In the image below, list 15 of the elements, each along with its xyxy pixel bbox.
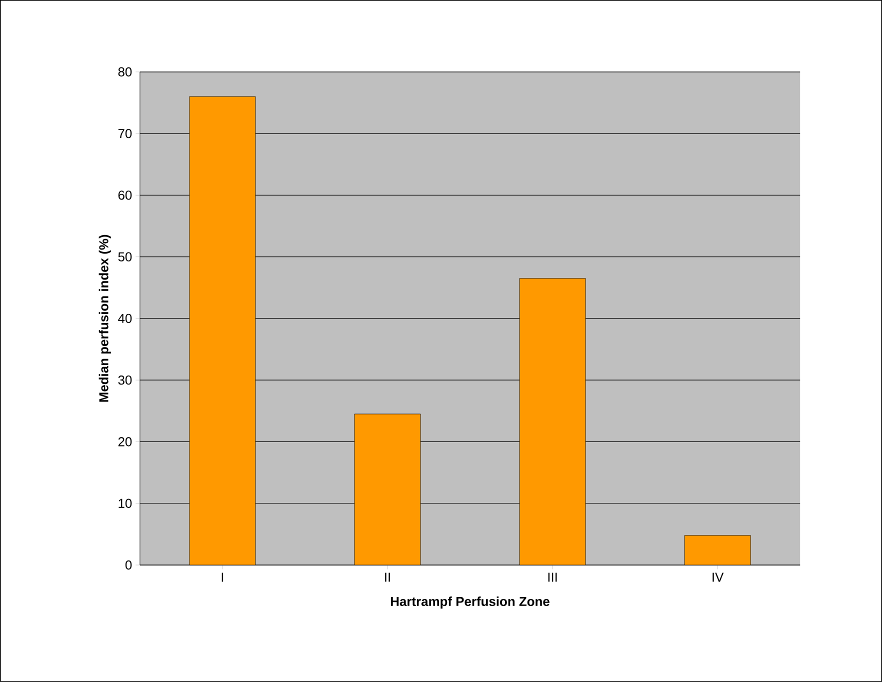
y-axis-title: Median perfusion index (%): [98, 234, 111, 402]
x-tick-label: III: [548, 572, 557, 582]
x-tick-label: IV: [712, 572, 724, 582]
x-tick-label: I: [222, 572, 224, 582]
y-tick-label: 70: [118, 128, 132, 138]
y-tick-label: 30: [118, 376, 132, 385]
x-axis-title: Hartrampf Perfusion Zone: [390, 596, 550, 609]
x-tick-label: II: [385, 572, 390, 582]
y-tick-label: 40: [118, 314, 132, 324]
y-tick-label: 0: [125, 560, 132, 570]
y-tick-label: 20: [118, 437, 132, 446]
y-tick-label: 50: [118, 252, 132, 262]
y-tick-label: 80: [118, 67, 132, 77]
y-tick-label: 10: [118, 498, 132, 508]
y-tick-label: 60: [118, 190, 132, 200]
